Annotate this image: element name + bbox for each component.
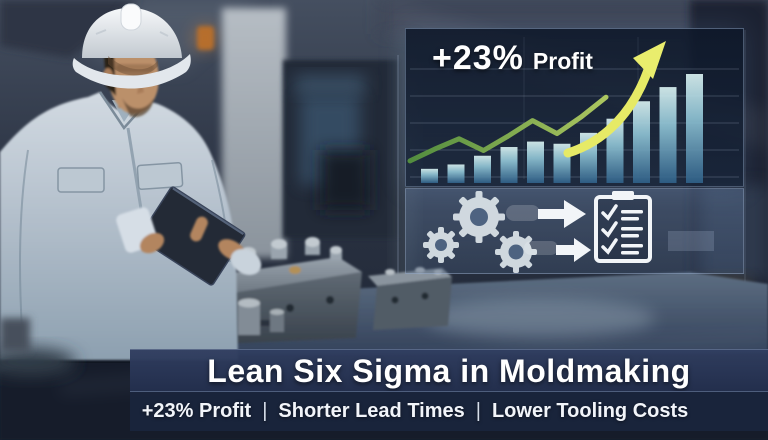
- banner-subtitle: +23% Profit | Shorter Lead Times | Lower Too…: [130, 391, 768, 431]
- separator: |: [475, 400, 481, 422]
- growth-arrow-icon: [563, 41, 666, 158]
- process-icons-panel: [405, 188, 744, 274]
- trend-line: [407, 94, 609, 164]
- separator: |: [262, 400, 268, 422]
- benefit-profit: +23% Profit: [141, 400, 252, 422]
- gears-icon: [423, 191, 537, 273]
- profit-value: +23%: [432, 39, 524, 77]
- amber-warning-light: [191, 24, 219, 52]
- profit-chart-panel: +23% Profit: [405, 28, 744, 187]
- checklist-icon: [594, 191, 652, 263]
- worker-hands: [116, 207, 262, 275]
- process-icons: [423, 191, 714, 273]
- gridlines: [410, 37, 739, 179]
- chest-pocket-right: [136, 161, 184, 191]
- bar-chart: [407, 37, 739, 183]
- profit-label: Profit: [532, 48, 593, 74]
- benefit-tooling-costs: Lower Tooling Costs: [491, 400, 689, 422]
- glass-square: [668, 231, 714, 251]
- hard-hat: [72, 3, 191, 89]
- banner-benefits: +23% Profit | Shorter Lead Times | Lower Too…: [142, 392, 689, 431]
- banner-title: Lean Six Sigma in Moldmaking: [130, 349, 768, 392]
- chest-pocket-left: [57, 167, 105, 193]
- worker: [0, 3, 262, 360]
- arrow-right-icon: [506, 200, 591, 262]
- cnc-machine: [222, 8, 415, 340]
- bar-series: [421, 74, 703, 183]
- profit-headline: +23% Profit: [432, 39, 593, 78]
- benefit-lead-times: Shorter Lead Times: [278, 400, 465, 422]
